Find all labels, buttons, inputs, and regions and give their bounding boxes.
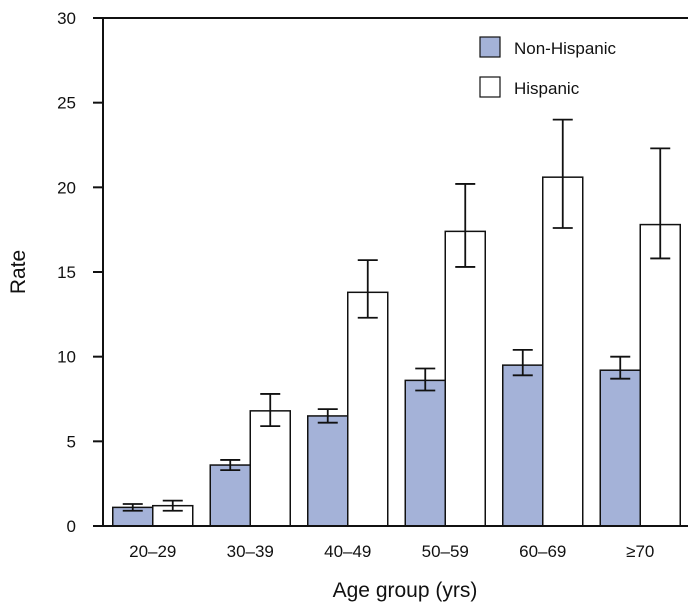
legend: Non-Hispanic Hispanic [479, 36, 617, 98]
bar-non-hispanic-3 [404, 379, 446, 527]
x-tick-label: 60–69 [519, 542, 566, 561]
bar-hispanic-2 [347, 291, 389, 527]
legend-label-non-hispanic: Non-Hispanic [514, 39, 617, 58]
bar-non-hispanic-1 [209, 464, 251, 527]
bar-non-hispanic-4 [502, 364, 544, 527]
bar-hispanic-3 [444, 230, 486, 527]
y-axis-ticks: 0 5 10 15 20 25 30 [57, 9, 103, 536]
legend-label-hispanic: Hispanic [514, 79, 580, 98]
y-axis-title: Rate [7, 250, 30, 294]
legend-swatch-hispanic [479, 76, 501, 98]
x-tick-label: 50–59 [422, 542, 469, 561]
bar-non-hispanic-2 [307, 415, 349, 527]
y-tick-label: 20 [57, 178, 76, 197]
bar-hispanic-4 [542, 176, 584, 527]
x-axis-ticks: 20–29 30–39 40–49 50–59 60–69 ≥70 [129, 542, 654, 561]
bar-non-hispanic-5 [599, 369, 641, 527]
x-tick-label: 30–39 [227, 542, 274, 561]
y-tick-label: 25 [57, 94, 76, 113]
x-tick-label: 40–49 [324, 542, 371, 561]
x-tick-label: 20–29 [129, 542, 176, 561]
y-tick-label: 15 [57, 263, 76, 282]
x-axis-title: Age group (yrs) [333, 579, 478, 602]
x-tick-label: ≥70 [626, 542, 654, 561]
y-tick-label: 0 [67, 517, 76, 536]
bar-hispanic-5 [639, 223, 681, 527]
legend-swatch-non-hispanic [479, 36, 501, 58]
y-tick-label: 5 [67, 432, 76, 451]
y-tick-label: 30 [57, 9, 76, 28]
bar-hispanic-1 [249, 410, 291, 527]
bars [112, 118, 681, 527]
y-tick-label: 10 [57, 348, 76, 367]
